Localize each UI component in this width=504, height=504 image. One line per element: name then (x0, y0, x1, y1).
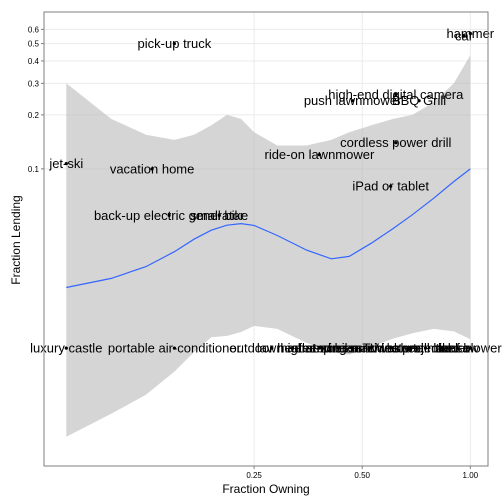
data-point (423, 346, 428, 350)
data-point (369, 346, 373, 350)
point-label: high-end digital camera (328, 87, 464, 102)
data-point (468, 346, 472, 350)
y-tick-label: 0.3 (28, 79, 40, 88)
point-label: tile saw (436, 341, 480, 356)
point-label: pressure washer (323, 341, 420, 356)
data-point (468, 31, 472, 35)
data-point (394, 92, 398, 97)
data-point (291, 346, 295, 350)
point-label: outdoor heater (230, 341, 315, 356)
point-label: ride-on lawnmower (264, 147, 374, 162)
y-tick-label: 0.5 (28, 40, 40, 49)
data-point (389, 184, 393, 188)
point-label: pick-up truck (138, 36, 212, 51)
data-point (394, 141, 398, 145)
point-label: leaf blower (439, 341, 503, 356)
point-label: sewing machine (306, 341, 399, 356)
data-point (351, 346, 355, 350)
point-label: jet-ski (48, 156, 83, 171)
data-point (439, 346, 443, 350)
point-label: BBQ Grill (392, 93, 446, 108)
plot-panel-border (43, 11, 489, 467)
point-label: iPad or tablet (352, 179, 429, 194)
point-label: vacation home (110, 161, 195, 176)
point-label: video projector (368, 341, 454, 356)
data-point (337, 346, 341, 350)
y-tick-label: 0.4 (28, 57, 40, 66)
point-label: stand mixer (392, 341, 460, 356)
data-point (172, 346, 176, 350)
data-point (317, 346, 321, 350)
point-label: tall ladder (413, 341, 470, 356)
point-label: car (455, 29, 474, 44)
point-label: cordless power drill (340, 135, 451, 150)
data-point (172, 42, 176, 46)
y-tick-label: 0.2 (28, 111, 40, 120)
data-point (217, 213, 221, 217)
data-point (389, 346, 393, 350)
y-axis-title: Fraction Lending (9, 195, 23, 284)
point-label: hammer (446, 26, 494, 41)
point-label: small bike (190, 208, 248, 223)
data-point (455, 346, 459, 350)
axis-ticks: 0.25 0.50 1.00 0.1 0.2 0.3 0.4 0.5 0.6 (28, 25, 479, 480)
x-axis-title: Fraction Owning (222, 482, 309, 496)
point-label: portable air-conditioner (108, 341, 242, 356)
data-point (270, 346, 274, 350)
point-label: snowblower (356, 341, 425, 356)
point-label: luxury castle (30, 341, 102, 356)
data-point (408, 346, 412, 350)
data-point (64, 346, 68, 350)
data-points (64, 31, 472, 350)
data-point (150, 167, 154, 171)
data-point (417, 99, 421, 103)
y-tick-label: 0.1 (28, 165, 40, 174)
trend-line (66, 168, 471, 289)
point-label: back-up electric generator (94, 208, 245, 223)
point-label: lawn aerator (257, 341, 329, 356)
y-tick-label: 0.6 (28, 25, 40, 34)
confidence-band (66, 55, 471, 437)
point-label: high-end bike (280, 341, 358, 356)
x-tick-label: 1.00 (463, 471, 479, 480)
data-point (351, 99, 355, 103)
x-tick-label: 0.50 (354, 471, 370, 480)
point-label: push lawnmower (304, 93, 402, 108)
x-tick-label: 0.25 (246, 471, 262, 480)
point-label: flat-screen TV (298, 341, 379, 356)
data-point (64, 162, 68, 166)
data-point (167, 213, 171, 217)
data-point (317, 153, 321, 157)
data-point (462, 34, 466, 38)
